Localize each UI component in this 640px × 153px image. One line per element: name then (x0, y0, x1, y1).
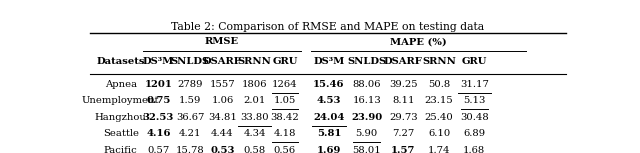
Text: Pacific: Pacific (104, 146, 138, 153)
Text: 1557: 1557 (209, 80, 235, 89)
Text: 30.48: 30.48 (460, 113, 489, 122)
Text: 1.59: 1.59 (179, 96, 202, 105)
Text: 31.17: 31.17 (460, 80, 489, 89)
Text: 4.21: 4.21 (179, 129, 202, 138)
Text: DSARF: DSARF (203, 57, 242, 66)
Text: 24.04: 24.04 (314, 113, 345, 122)
Text: 5.13: 5.13 (463, 96, 486, 105)
Text: 58.01: 58.01 (352, 146, 381, 153)
Text: 0.53: 0.53 (210, 146, 235, 153)
Text: DSARF: DSARF (384, 57, 423, 66)
Text: 4.34: 4.34 (243, 129, 266, 138)
Text: 1.57: 1.57 (391, 146, 415, 153)
Text: GRU: GRU (461, 57, 487, 66)
Text: 2789: 2789 (177, 80, 203, 89)
Text: 34.81: 34.81 (208, 113, 237, 122)
Text: MAPE (%): MAPE (%) (390, 37, 447, 46)
Text: 0.56: 0.56 (274, 146, 296, 153)
Text: 1.68: 1.68 (463, 146, 486, 153)
Text: 5.81: 5.81 (317, 129, 341, 138)
Text: 6.10: 6.10 (428, 129, 450, 138)
Text: Table 2: Comparison of RMSE and MAPE on testing data: Table 2: Comparison of RMSE and MAPE on … (172, 22, 484, 32)
Text: 23.15: 23.15 (425, 96, 454, 105)
Text: SNLDS: SNLDS (347, 57, 387, 66)
Text: 25.40: 25.40 (425, 113, 454, 122)
Text: 15.46: 15.46 (313, 80, 345, 89)
Text: 1.06: 1.06 (211, 96, 234, 105)
Text: 0.58: 0.58 (243, 146, 266, 153)
Text: Apnea: Apnea (104, 80, 137, 89)
Text: 38.42: 38.42 (271, 113, 300, 122)
Text: 1.05: 1.05 (274, 96, 296, 105)
Text: 1264: 1264 (272, 80, 298, 89)
Text: Seattle: Seattle (102, 129, 139, 138)
Text: 88.06: 88.06 (353, 80, 381, 89)
Text: RMSE: RMSE (205, 37, 239, 46)
Text: 4.16: 4.16 (146, 129, 171, 138)
Text: 4.53: 4.53 (317, 96, 341, 105)
Text: 16.13: 16.13 (352, 96, 381, 105)
Text: 32.53: 32.53 (143, 113, 174, 122)
Text: DS³M: DS³M (314, 57, 344, 66)
Text: Hangzhou: Hangzhou (95, 113, 147, 122)
Text: GRU: GRU (272, 57, 298, 66)
Text: 33.80: 33.80 (240, 113, 269, 122)
Text: DS³M: DS³M (143, 57, 174, 66)
Text: 50.8: 50.8 (428, 80, 450, 89)
Text: 36.67: 36.67 (176, 113, 204, 122)
Text: 5.90: 5.90 (356, 129, 378, 138)
Text: 2.01: 2.01 (243, 96, 266, 105)
Text: 7.27: 7.27 (392, 129, 415, 138)
Text: 39.25: 39.25 (389, 80, 418, 89)
Text: 4.18: 4.18 (273, 129, 296, 138)
Text: Unemployment: Unemployment (82, 96, 159, 105)
Text: 6.89: 6.89 (463, 129, 485, 138)
Text: 1.69: 1.69 (317, 146, 341, 153)
Text: 4.44: 4.44 (211, 129, 234, 138)
Text: SRNN: SRNN (237, 57, 271, 66)
Text: 1201: 1201 (145, 80, 172, 89)
Text: SNLDS: SNLDS (170, 57, 210, 66)
Text: 1.74: 1.74 (428, 146, 451, 153)
Text: 29.73: 29.73 (389, 113, 418, 122)
Text: 0.57: 0.57 (147, 146, 170, 153)
Text: 1806: 1806 (242, 80, 268, 89)
Text: 15.78: 15.78 (176, 146, 205, 153)
Text: 0.75: 0.75 (146, 96, 170, 105)
Text: Datasets: Datasets (97, 57, 145, 66)
Text: SRNN: SRNN (422, 57, 456, 66)
Text: 8.11: 8.11 (392, 96, 415, 105)
Text: 23.90: 23.90 (351, 113, 382, 122)
